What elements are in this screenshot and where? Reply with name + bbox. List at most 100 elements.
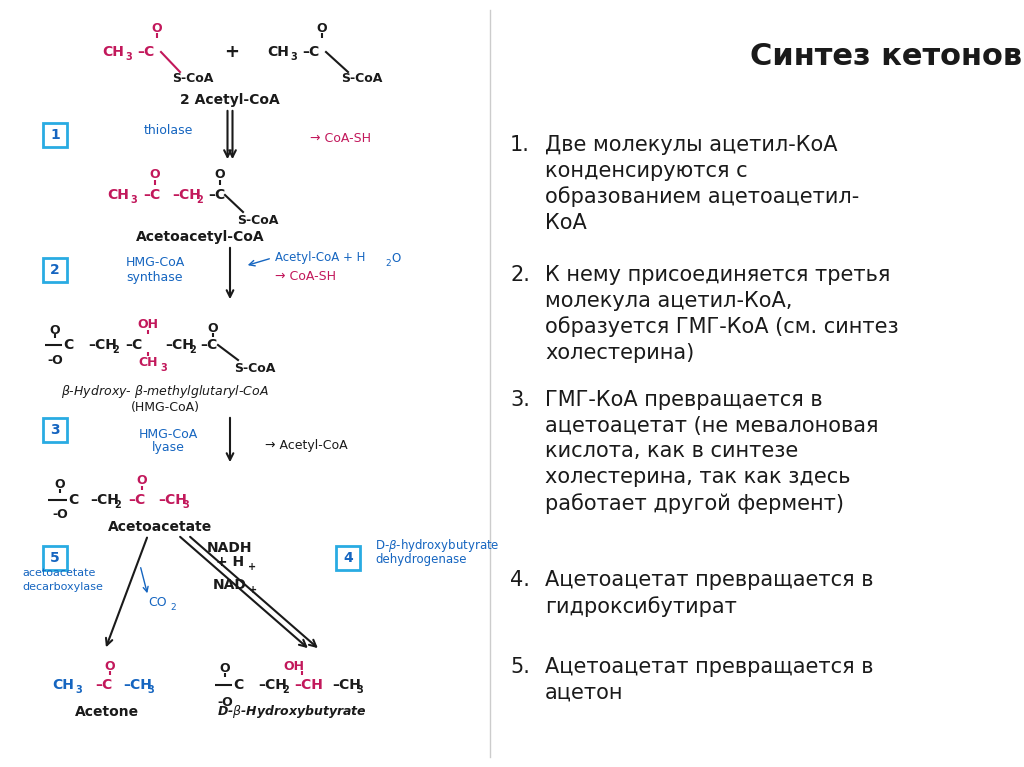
- Text: 2: 2: [283, 685, 290, 695]
- Text: OH: OH: [284, 660, 304, 673]
- FancyBboxPatch shape: [43, 258, 67, 282]
- Text: -O: -O: [52, 509, 68, 522]
- Text: 3: 3: [76, 685, 82, 695]
- Text: O: O: [391, 252, 400, 265]
- Text: (HMG-CoA): (HMG-CoA): [130, 401, 200, 414]
- Text: 5.: 5.: [510, 657, 529, 677]
- Text: D-$\beta$-Hydroxybutyrate: D-$\beta$-Hydroxybutyrate: [217, 703, 367, 720]
- Text: 4.: 4.: [510, 570, 529, 590]
- Text: 2: 2: [170, 603, 176, 611]
- Text: 2.: 2.: [510, 265, 529, 285]
- Text: HMG-CoA: HMG-CoA: [125, 256, 184, 269]
- Text: +: +: [249, 585, 257, 595]
- Text: –C: –C: [95, 678, 113, 692]
- Text: O: O: [152, 21, 163, 35]
- Text: 3: 3: [50, 423, 59, 437]
- Text: Acetoacetyl-CoA: Acetoacetyl-CoA: [136, 230, 264, 244]
- Text: C: C: [232, 678, 243, 692]
- Text: К нему присоединяется третья
молекула ацетил-КоА,
образуется ГМГ-КоА (см. синтез: К нему присоединяется третья молекула ац…: [545, 265, 899, 363]
- Text: –CH: –CH: [258, 678, 287, 692]
- Text: → CoA-SH: → CoA-SH: [275, 271, 336, 284]
- Text: 2: 2: [197, 195, 204, 205]
- Text: Ацетоацетат превращается в
ацетон: Ацетоацетат превращается в ацетон: [545, 657, 873, 703]
- Text: CH: CH: [138, 357, 158, 370]
- Text: –C: –C: [137, 45, 155, 59]
- Text: + H: + H: [216, 555, 244, 569]
- Text: D-$\beta$-hydroxybutyrate: D-$\beta$-hydroxybutyrate: [375, 536, 500, 554]
- Text: Синтез кетоновых тел: Синтез кетоновых тел: [750, 42, 1024, 71]
- Text: OH: OH: [137, 318, 159, 331]
- Text: CH: CH: [52, 678, 74, 692]
- Text: S-CoA: S-CoA: [341, 71, 383, 84]
- Text: O: O: [220, 661, 230, 674]
- Text: –CH: –CH: [165, 338, 194, 352]
- Text: Ацетоацетат превращается в
гидроксибутират: Ацетоацетат превращается в гидроксибутир…: [545, 570, 873, 617]
- Text: O: O: [54, 479, 66, 492]
- Text: 2: 2: [113, 345, 120, 355]
- Text: CH: CH: [267, 45, 289, 59]
- Text: O: O: [215, 169, 225, 182]
- Text: S-CoA: S-CoA: [234, 361, 275, 374]
- Text: 3: 3: [182, 500, 189, 510]
- Text: –CH: –CH: [90, 493, 119, 507]
- Text: Acetone: Acetone: [75, 705, 139, 719]
- Text: –C: –C: [200, 338, 217, 352]
- Text: acetoacetate: acetoacetate: [22, 568, 95, 578]
- Text: –CH: –CH: [172, 188, 201, 202]
- Text: ГМГ-КоА превращается в
ацетоацетат (не мевалоновая
кислота, как в синтезе
холест: ГМГ-КоА превращается в ацетоацетат (не м…: [545, 390, 879, 514]
- Text: synthase: synthase: [127, 271, 183, 284]
- Text: 2: 2: [115, 500, 122, 510]
- Text: O: O: [208, 321, 218, 334]
- Text: dehydrogenase: dehydrogenase: [375, 554, 467, 567]
- Text: O: O: [50, 324, 60, 337]
- Text: O: O: [316, 21, 328, 35]
- Text: -O: -O: [217, 696, 232, 709]
- Text: 3: 3: [291, 52, 297, 62]
- Text: O: O: [150, 169, 161, 182]
- Text: 3: 3: [356, 685, 364, 695]
- Text: S-CoA: S-CoA: [172, 71, 214, 84]
- Text: 4: 4: [343, 551, 353, 565]
- Text: +: +: [248, 562, 256, 572]
- FancyBboxPatch shape: [43, 418, 67, 442]
- Text: 1.: 1.: [510, 135, 529, 155]
- Text: C: C: [68, 493, 78, 507]
- Text: → Acetyl-CoA: → Acetyl-CoA: [265, 439, 347, 452]
- Text: –CH: –CH: [294, 678, 323, 692]
- Text: NADH: NADH: [207, 541, 253, 555]
- Text: Acetyl-CoA + H: Acetyl-CoA + H: [275, 252, 366, 265]
- Text: –C: –C: [208, 188, 225, 202]
- Text: NAD: NAD: [213, 578, 247, 592]
- Text: thiolase: thiolase: [143, 123, 193, 137]
- Text: 3.: 3.: [510, 390, 529, 410]
- Text: HMG-CoA: HMG-CoA: [138, 429, 198, 442]
- Text: 2 Acetyl-CoA: 2 Acetyl-CoA: [180, 93, 280, 107]
- Text: +: +: [224, 43, 240, 61]
- Text: –CH: –CH: [88, 338, 117, 352]
- FancyBboxPatch shape: [43, 546, 67, 570]
- Text: -O: -O: [47, 354, 62, 367]
- Text: –C: –C: [125, 338, 142, 352]
- Text: O: O: [104, 660, 116, 673]
- Text: 3: 3: [147, 685, 155, 695]
- Text: 1: 1: [50, 128, 59, 142]
- FancyBboxPatch shape: [43, 123, 67, 147]
- Text: lyase: lyase: [152, 442, 184, 455]
- Text: CH: CH: [102, 45, 124, 59]
- Text: –CH: –CH: [332, 678, 360, 692]
- Text: O: O: [136, 475, 147, 488]
- Text: 2: 2: [189, 345, 197, 355]
- Text: 3: 3: [131, 195, 137, 205]
- Text: $\beta$-Hydroxy- $\beta$-methylglutaryl-CoA: $\beta$-Hydroxy- $\beta$-methylglutaryl-…: [61, 384, 269, 400]
- Text: –C: –C: [143, 188, 160, 202]
- Text: Две молекулы ацетил-КоА
конденсируются с
образованием ацетоацетил-
КоА: Две молекулы ацетил-КоА конденсируются с…: [545, 135, 859, 233]
- Text: –C: –C: [302, 45, 319, 59]
- Text: Acetoacetate: Acetoacetate: [108, 520, 212, 534]
- Text: → CoA-SH: → CoA-SH: [310, 131, 371, 144]
- Text: 5: 5: [50, 551, 59, 565]
- Text: CH: CH: [108, 188, 129, 202]
- Text: S-CoA: S-CoA: [238, 213, 279, 226]
- Text: –CH: –CH: [123, 678, 152, 692]
- Text: –C: –C: [128, 493, 145, 507]
- Text: 2: 2: [385, 258, 390, 268]
